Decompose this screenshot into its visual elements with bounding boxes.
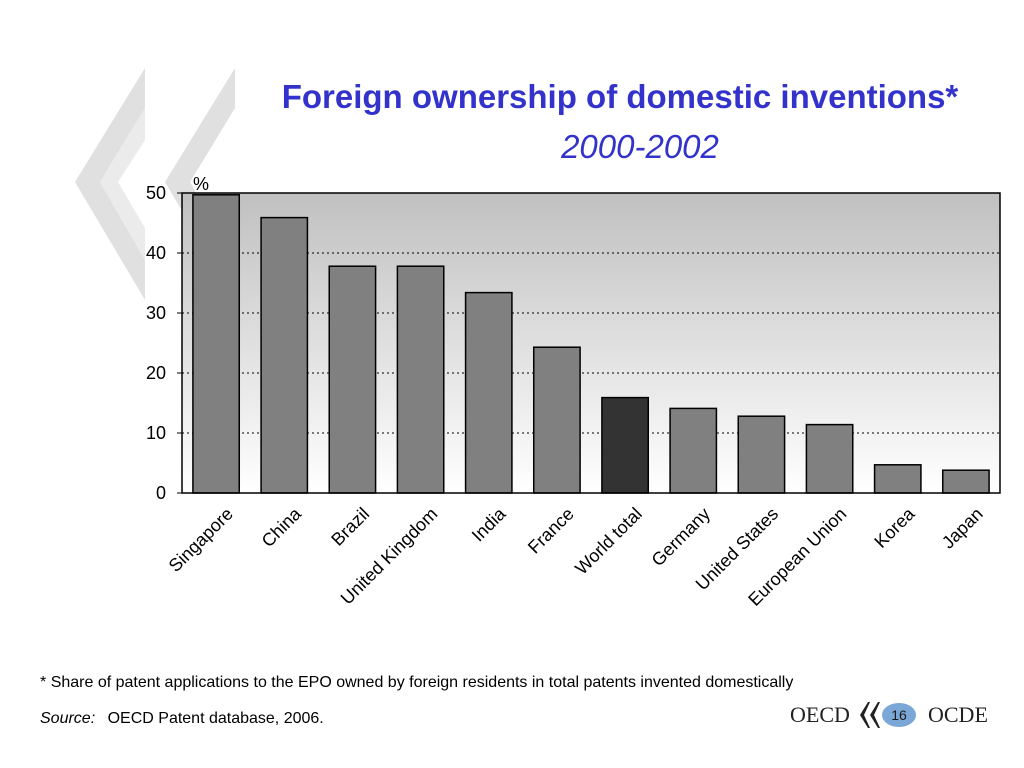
bar-korea [873, 464, 922, 494]
bar-india [464, 291, 513, 494]
x-tick-label: India [468, 503, 510, 545]
x-tick-label: Japan [938, 504, 987, 553]
bars [192, 194, 990, 494]
footnote-text: Share of patent applications to the EPO … [50, 674, 794, 691]
y-tick-label: 0 [156, 483, 166, 503]
y-tick-label: 20 [146, 363, 166, 383]
bar-united-states [737, 415, 786, 494]
source-text: OECD Patent database, 2006. [107, 710, 324, 727]
bar-brazil [328, 265, 377, 494]
source-label: Source: [40, 710, 96, 727]
bar-france [532, 346, 581, 494]
x-tick-label: Brazil [327, 504, 373, 550]
bar-japan [941, 469, 990, 494]
x-tick-label: Singapore [165, 504, 237, 576]
y-tick-label: 30 [146, 303, 166, 323]
logo-text-ocde: OCDE [928, 702, 988, 727]
x-tick-label: Korea [870, 503, 919, 552]
x-tick-label: Germany [648, 504, 714, 570]
y-tick-label: 40 [146, 243, 166, 263]
footnote: * Share of patent applications to the EP… [40, 674, 793, 692]
footnote-star: * [40, 674, 47, 691]
plot-frame [181, 192, 1001, 494]
source-line: Source: OECD Patent database, 2006. [40, 710, 324, 728]
bar-germany [669, 407, 718, 494]
y-axis-ticks: 0 10 20 30 40 50 [146, 183, 182, 503]
y-tick-label: 10 [146, 423, 166, 443]
plot-area [182, 193, 1000, 493]
bar-world-total [601, 396, 650, 494]
x-tick-label: World total [571, 504, 646, 579]
page-number: 16 [882, 703, 916, 727]
y-axis-unit-label: % [193, 174, 209, 194]
chart-subtitle: 2000-2002 [561, 128, 719, 165]
bar-european-union [805, 423, 854, 494]
y-tick-label: 50 [146, 183, 166, 203]
gridlines [182, 252, 1000, 434]
bar-singapore [192, 194, 241, 494]
x-tick-label: China [258, 503, 306, 551]
x-tick-label: France [524, 504, 578, 558]
chart-title: Foreign ownership of domestic inventions… [281, 78, 959, 115]
bar-united-kingdom [396, 265, 445, 494]
logo-text-oecd: OECD [790, 702, 850, 727]
oecd-logo: OECD 16 OCDE [790, 700, 1000, 730]
oecd-chevron-icon [860, 702, 880, 728]
bar-china [260, 216, 309, 494]
